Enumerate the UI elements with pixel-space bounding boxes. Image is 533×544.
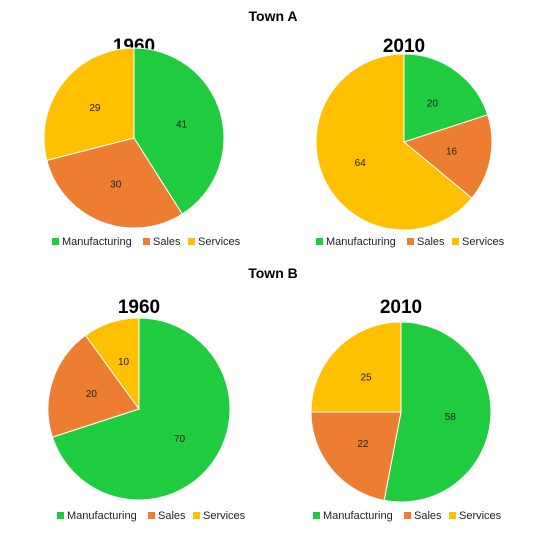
legend-label-manufacturing: Manufacturing	[62, 236, 132, 248]
pie-slice-manufacturing	[133, 47, 225, 215]
section-title-town-b: Town B	[248, 265, 298, 281]
slice-label-manufacturing: 58	[445, 412, 457, 423]
legend-swatch-sales	[148, 512, 155, 519]
slice-label-manufacturing: 41	[176, 120, 188, 131]
pie-slice-services	[310, 321, 402, 413]
pie-slice-manufacturing	[51, 317, 231, 501]
legend-label-manufacturing: Manufacturing	[67, 510, 137, 522]
legend-swatch-manufacturing	[313, 512, 320, 519]
pie-slice-sales	[402, 114, 493, 199]
legend-label-manufacturing: Manufacturing	[326, 236, 396, 248]
pie-slice-sales	[310, 411, 402, 501]
legend-swatch-services	[188, 238, 195, 245]
legend-swatch-services	[449, 512, 456, 519]
pie-slice-services	[315, 53, 473, 231]
chart-town-a-2010: 2010 20 16 64 Manufacturing Sales Services	[315, 36, 505, 248]
legend-label-sales: Sales	[417, 236, 445, 248]
slice-label-services: 10	[118, 357, 130, 368]
legend-swatch-sales	[407, 238, 414, 245]
pie-slice-manufacturing	[403, 53, 489, 143]
slice-label-services: 29	[89, 103, 101, 114]
slice-label-sales: 20	[86, 389, 98, 400]
pie-slice-services	[43, 47, 135, 161]
chart-title: 2010	[383, 36, 425, 57]
slice-label-services: 25	[360, 373, 372, 384]
legend-label-manufacturing: Manufacturing	[323, 510, 393, 522]
section-title-town-a: Town A	[249, 8, 298, 24]
pie-slice-sales	[47, 334, 140, 438]
legend-swatch-sales	[143, 238, 150, 245]
legend-label-sales: Sales	[414, 510, 442, 522]
legend-swatch-services	[193, 512, 200, 519]
legend-label-services: Services	[462, 236, 505, 248]
slice-label-sales: 30	[110, 180, 122, 191]
legend-label-services: Services	[203, 510, 246, 522]
slice-label-manufacturing: 70	[174, 434, 186, 445]
legend-label-services: Services	[198, 236, 241, 248]
slice-label-manufacturing: 20	[427, 98, 439, 109]
legend-swatch-manufacturing	[52, 238, 59, 245]
chart-title: 2010	[380, 297, 422, 318]
pie-slice-sales	[46, 137, 183, 229]
legend-swatch-manufacturing	[57, 512, 64, 519]
legend-swatch-sales	[404, 512, 411, 519]
legend-swatch-services	[452, 238, 459, 245]
pie-slice-services	[84, 317, 140, 411]
legend-label-services: Services	[459, 510, 502, 522]
legend-label-sales: Sales	[153, 236, 181, 248]
slice-label-services: 64	[355, 158, 367, 169]
legend-swatch-manufacturing	[316, 238, 323, 245]
chart-town-b-2010: 2010 58 22 25 Manufacturing Sales Services	[310, 297, 502, 522]
slice-label-sales: 22	[357, 439, 369, 450]
legend-label-sales: Sales	[158, 510, 186, 522]
slice-label-sales: 16	[446, 147, 458, 158]
chart-town-b-1960: 1960 70 20 10 Manufacturing Sales Services	[47, 297, 246, 522]
chart-title: 1960	[118, 297, 160, 318]
pie-slice-manufacturing	[383, 321, 492, 503]
